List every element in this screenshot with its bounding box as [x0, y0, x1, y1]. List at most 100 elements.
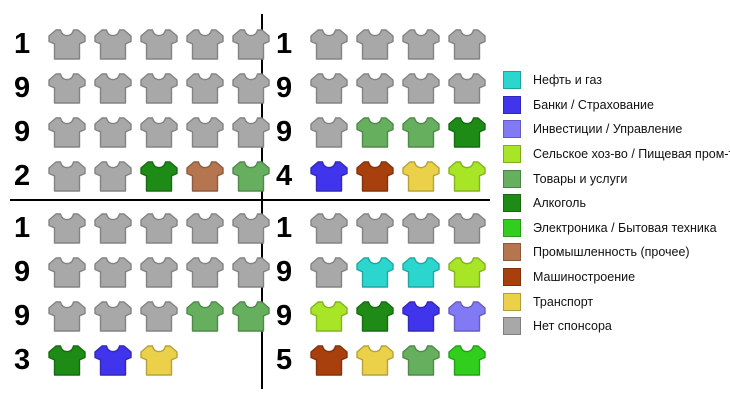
- tshirt-icon-industry-other: [186, 160, 224, 192]
- legend-label: Товары и услуги: [533, 171, 628, 186]
- tshirt-icon-no-sponsor: [356, 212, 394, 244]
- vertical-divider: [261, 14, 263, 389]
- tshirt-icon-no-sponsor: [186, 212, 224, 244]
- legend-label: Машиностроение: [533, 270, 636, 285]
- year-digit: 5: [276, 343, 293, 376]
- year-digit-row: 2: [14, 154, 278, 198]
- tshirt-icon-goods-services: [402, 116, 440, 148]
- legend-label: Алкоголь: [533, 196, 586, 211]
- tshirt-icon-machinery: [356, 160, 394, 192]
- legend-swatch-investment-management: [503, 120, 521, 139]
- tshirt-icon-no-sponsor: [48, 116, 86, 148]
- tshirt-icon-no-sponsor: [448, 72, 486, 104]
- legend-label: Электроника / Бытовая техника: [533, 220, 717, 235]
- shirt-row: [48, 300, 278, 332]
- tshirt-icon-no-sponsor: [48, 300, 86, 332]
- tshirt-icon-no-sponsor: [232, 116, 270, 148]
- tshirt-icon-investment-management: [448, 300, 486, 332]
- year-digit-row: 9: [14, 66, 278, 110]
- legend: Нефть и газ Банки / Страхование Инвестиции…: [503, 68, 730, 339]
- tshirt-icon-goods-services: [356, 116, 394, 148]
- year-digit: 9: [14, 115, 31, 148]
- year-digit-row: 1: [14, 206, 278, 250]
- tshirt-icon-no-sponsor: [186, 256, 224, 288]
- shirt-row: [310, 344, 494, 376]
- tshirt-icon-no-sponsor: [94, 300, 132, 332]
- legend-item-no-sponsor[interactable]: Нет спонсора: [503, 314, 730, 339]
- legend-item-machinery[interactable]: Машиностроение: [503, 265, 730, 290]
- tshirt-icon-banks-insurance: [402, 300, 440, 332]
- tshirt-icon-no-sponsor: [48, 28, 86, 60]
- tshirt-icon-no-sponsor: [402, 72, 440, 104]
- year-digit: 9: [276, 71, 293, 104]
- year-digit-row: 9: [14, 110, 278, 154]
- tshirt-icon-no-sponsor: [232, 256, 270, 288]
- legend-item-alcohol[interactable]: Алкоголь: [503, 191, 730, 216]
- tshirt-icon-banks-insurance: [94, 344, 132, 376]
- tshirt-icon-banks-insurance: [310, 160, 348, 192]
- legend-swatch-alcohol: [503, 194, 521, 213]
- tshirt-icon-no-sponsor: [48, 212, 86, 244]
- legend-item-electronics-appliances[interactable]: Электроника / Бытовая техника: [503, 216, 730, 241]
- legend-label: Промышленность (прочее): [533, 245, 690, 260]
- tshirt-icon-no-sponsor: [48, 256, 86, 288]
- year-digit: 9: [276, 115, 293, 148]
- legend-item-goods-services[interactable]: Товары и услуги: [503, 166, 730, 191]
- shirt-row: [48, 212, 278, 244]
- year-digit: 4: [276, 159, 293, 192]
- year-digit-row: 3: [14, 338, 278, 382]
- shirt-row: [310, 28, 494, 60]
- year-digit: 1: [14, 211, 31, 244]
- tshirt-icon-no-sponsor: [140, 28, 178, 60]
- tshirt-icon-no-sponsor: [310, 212, 348, 244]
- tshirt-icon-no-sponsor: [94, 116, 132, 148]
- shirt-row: [310, 116, 494, 148]
- tshirt-icon-no-sponsor: [402, 212, 440, 244]
- tshirt-icon-no-sponsor: [94, 28, 132, 60]
- tshirt-icon-transport: [140, 344, 178, 376]
- horizontal-divider: [10, 199, 490, 201]
- legend-label: Банки / Страхование: [533, 97, 654, 112]
- tshirt-icon-no-sponsor: [448, 212, 486, 244]
- legend-label: Транспорт: [533, 294, 594, 309]
- year-digit: 9: [276, 255, 293, 288]
- year-digit: 1: [14, 27, 31, 60]
- tshirt-icon-goods-services: [402, 344, 440, 376]
- tshirt-icon-no-sponsor: [356, 72, 394, 104]
- tshirt-icon-no-sponsor: [310, 28, 348, 60]
- shirt-row: [310, 212, 494, 244]
- shirt-row: [310, 72, 494, 104]
- tshirt-icon-no-sponsor: [94, 72, 132, 104]
- legend-item-agriculture-food[interactable]: Сельское хоз-во / Пищевая пром-ть: [503, 142, 730, 167]
- tshirt-icon-no-sponsor: [232, 28, 270, 60]
- shirt-row: [48, 160, 278, 192]
- tshirt-icon-transport: [356, 344, 394, 376]
- tshirt-icon-machinery: [310, 344, 348, 376]
- year-digit-row: 5: [276, 338, 494, 382]
- tshirt-icon-no-sponsor: [232, 72, 270, 104]
- tshirt-icon-no-sponsor: [186, 28, 224, 60]
- shirt-row: [48, 344, 186, 376]
- tshirt-icon-no-sponsor: [186, 116, 224, 148]
- year-digit-row: 9: [276, 110, 494, 154]
- shirt-row: [310, 256, 494, 288]
- legend-item-transport[interactable]: Транспорт: [503, 289, 730, 314]
- legend-item-banks-insurance[interactable]: Банки / Страхование: [503, 93, 730, 118]
- legend-label: Нет спонсора: [533, 319, 612, 334]
- year-digit: 3: [14, 343, 31, 376]
- legend-item-investment-management[interactable]: Инвестиции / Управление: [503, 117, 730, 142]
- legend-label: Сельское хоз-во / Пищевая пром-ть: [533, 147, 730, 162]
- legend-item-oil-gas[interactable]: Нефть и газ: [503, 68, 730, 93]
- year-digit-row: 9: [14, 250, 278, 294]
- tshirt-icon-agriculture-food: [310, 300, 348, 332]
- tshirt-icon-no-sponsor: [186, 72, 224, 104]
- legend-item-industry-other[interactable]: Промышленность (прочее): [503, 240, 730, 265]
- tshirt-icon-alcohol: [48, 344, 86, 376]
- tshirt-icon-no-sponsor: [448, 28, 486, 60]
- tshirt-icon-no-sponsor: [310, 72, 348, 104]
- tshirt-icon-no-sponsor: [94, 256, 132, 288]
- tshirt-icon-no-sponsor: [140, 300, 178, 332]
- tshirt-icon-no-sponsor: [140, 72, 178, 104]
